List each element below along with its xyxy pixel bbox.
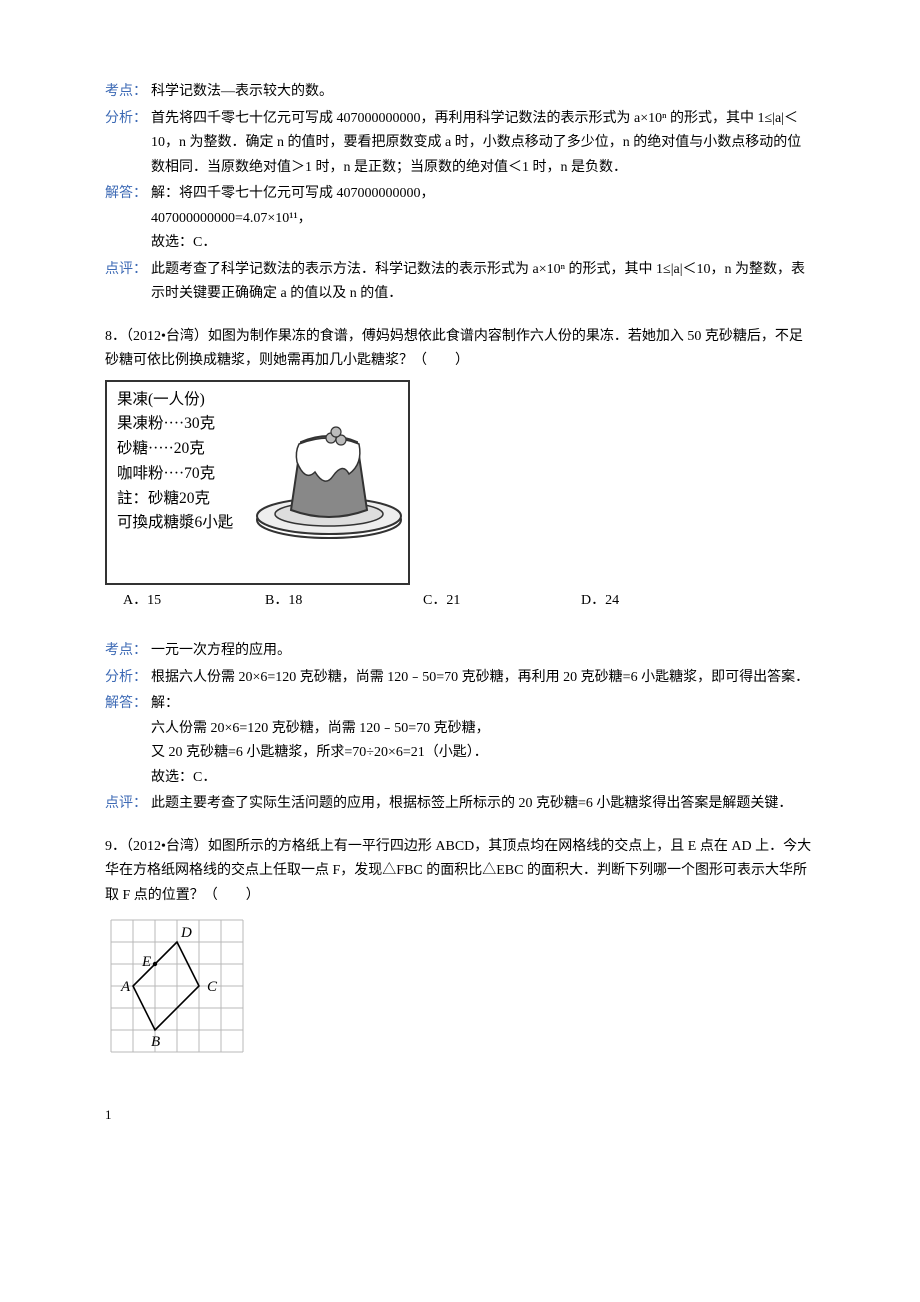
fenxi-body: 根据六人份需 20×6=120 克砂糖，尚需 120﹣50=70 克砂糖，再利用…: [151, 666, 815, 691]
dianping-body: 此题考查了科学记数法的表示方法．科学记数法的表示形式为 a×10ⁿ 的形式，其中…: [151, 258, 815, 307]
fenxi-label: 分析：: [105, 666, 151, 691]
grid-diagram-icon: A B C D E: [105, 914, 249, 1058]
choice-c: C．21: [423, 589, 581, 614]
choice-d: D．24: [581, 589, 721, 614]
fenxi-body: 首先将四千零七十亿元可写成 407000000000，再利用科学记数法的表示形式…: [151, 107, 815, 181]
page-footer: 1: [105, 1104, 815, 1127]
jieda-label: 解答：: [105, 692, 151, 790]
recipe-note: 註：砂糖20克: [117, 487, 257, 512]
recipe-line: 咖啡粉····70克: [117, 462, 257, 487]
svg-text:E: E: [141, 954, 151, 970]
jieda-line: 故选：C．: [151, 231, 815, 256]
jieda-line: 又 20 克砂糖=6 小匙糖浆，所求=70÷20×6=21（小匙）．: [151, 741, 815, 766]
recipe-title: 果凍(一人份): [117, 388, 257, 413]
svg-text:D: D: [180, 925, 192, 941]
jieda-line: 407000000000=4.07×10¹¹，: [151, 207, 815, 232]
kaodian-label: 考点：: [105, 639, 151, 664]
svg-text:B: B: [151, 1034, 160, 1050]
recipe-line: 砂糖·····20克: [117, 437, 257, 462]
jieda-line: 故选：C．: [151, 766, 815, 791]
dianping-body: 此题主要考查了实际生活问题的应用，根据标签上所标示的 20 克砂糖=6 小匙糖浆…: [151, 792, 815, 817]
q9-stem: 9．（2012•台湾）如图所示的方格纸上有一平行四边形 ABCD，其顶点均在网格…: [105, 835, 815, 909]
jieda-line: 解：将四千零七十亿元可写成 407000000000，: [151, 182, 815, 207]
recipe-card: 果凍(一人份) 果凍粉····30克 砂糖·····20克 咖啡粉····70克…: [105, 380, 410, 585]
kaodian-body: 科学记数法—表示较大的数。: [151, 80, 815, 105]
dianping-label: 点评：: [105, 792, 151, 817]
choice-b: B．18: [265, 589, 423, 614]
q9-figure: A B C D E: [105, 914, 815, 1068]
choice-a: A．15: [105, 589, 265, 614]
dianping-label: 点评：: [105, 258, 151, 307]
jieda-label: 解答：: [105, 182, 151, 256]
kaodian-body: 一元一次方程的应用。: [151, 639, 815, 664]
recipe-line: 果凍粉····30克: [117, 412, 257, 437]
svg-text:C: C: [207, 979, 218, 995]
jelly-icon: [251, 402, 411, 552]
q8-choices: A．15 B．18 C．21 D．24: [105, 589, 815, 614]
q8-stem: 8．（2012•台湾）如图为制作果冻的食谱，傅妈妈想依此食谱内容制作六人份的果冻…: [105, 325, 815, 374]
svg-text:A: A: [120, 979, 131, 995]
jieda-body: 解：将四千零七十亿元可写成 407000000000， 407000000000…: [151, 182, 815, 256]
jieda-line: 六人份需 20×6=120 克砂糖，尚需 120﹣50=70 克砂糖，: [151, 717, 815, 742]
kaodian-label: 考点：: [105, 80, 151, 105]
jieda-line: 解：: [151, 692, 815, 717]
jieda-body: 解： 六人份需 20×6=120 克砂糖，尚需 120﹣50=70 克砂糖， 又…: [151, 692, 815, 790]
recipe-text: 果凍(一人份) 果凍粉····30克 砂糖·····20克 咖啡粉····70克…: [117, 388, 257, 577]
recipe-note: 可換成糖漿6小匙: [117, 511, 257, 536]
fenxi-label: 分析：: [105, 107, 151, 181]
